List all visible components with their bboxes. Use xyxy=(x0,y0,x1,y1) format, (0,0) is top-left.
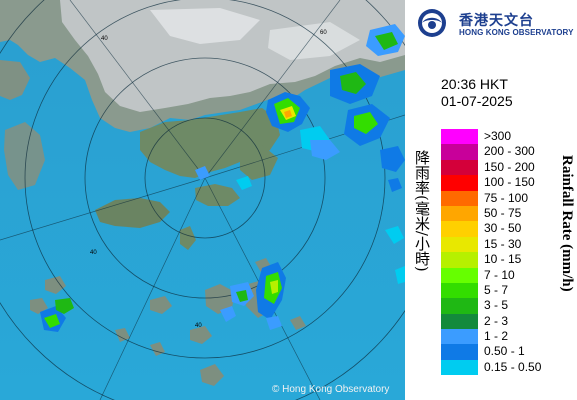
legend-swatch xyxy=(441,175,478,191)
observation-time: 20:36 HKT xyxy=(441,76,508,92)
legend-swatch xyxy=(441,359,478,376)
range-label: 60 xyxy=(320,30,327,36)
legend-swatch xyxy=(441,236,478,253)
legend-swatch xyxy=(441,129,478,145)
range-label: 40 xyxy=(90,250,97,256)
legend-panel: 香港天文台 HONG KONG OBSERVATORY 20:36 HKT 01… xyxy=(405,0,577,400)
legend-swatch xyxy=(441,221,478,237)
logo-name-cn: 香港天文台 xyxy=(459,13,534,29)
legend-item: 200 - 300 xyxy=(441,144,571,160)
legend-label: 75 - 100 xyxy=(484,190,529,205)
legend-item: 30 - 50 xyxy=(441,221,571,237)
legend-label: 5 - 7 xyxy=(484,282,509,297)
radar-map[interactable]: 40 60 40 40 xyxy=(0,0,405,400)
rainfall-legend: >300 200 - 300 150 - 200 100 - 150 75 - 100 5… xyxy=(441,129,571,376)
legend-label: 10 - 15 xyxy=(484,252,522,267)
legend-label: 2 - 3 xyxy=(484,313,509,328)
hko-logo[interactable]: 香港天文台 HONG KONG OBSERVATORY xyxy=(413,6,573,40)
legend-swatch xyxy=(441,267,478,283)
western-island xyxy=(4,122,45,190)
legend-swatch xyxy=(441,329,478,345)
legend-item: 100 - 150 xyxy=(441,175,571,191)
legend-swatch xyxy=(441,144,478,160)
lamma-island xyxy=(180,226,196,250)
legend-item: 2 - 3 xyxy=(441,313,571,330)
legend-label: 3 - 5 xyxy=(484,298,509,313)
legend-swatch xyxy=(441,282,478,299)
legend-label: 7 - 10 xyxy=(484,267,515,282)
legend-item: 150 - 200 xyxy=(441,159,571,176)
legend-label: 0.15 - 0.50 xyxy=(484,359,542,374)
legend-item: 15 - 30 xyxy=(441,236,571,253)
cloud-patch xyxy=(268,22,360,60)
cloud-patch xyxy=(150,8,260,44)
legend-item: 0.15 - 0.50 xyxy=(441,359,571,376)
legend-title-en: Rainfall Rate (mm/h) xyxy=(559,155,575,292)
range-rings xyxy=(0,0,405,400)
legend-label: 1 - 2 xyxy=(484,329,509,344)
legend-swatch xyxy=(441,205,478,222)
legend-label: 15 - 30 xyxy=(484,236,522,251)
legend-item: >300 xyxy=(441,129,571,145)
legend-title-cn: 降雨率(毫米/小時) xyxy=(413,150,431,272)
legend-swatch xyxy=(441,190,478,206)
legend-label: 200 - 300 xyxy=(484,144,535,159)
hong-kong-island xyxy=(195,184,240,206)
legend-label: 100 - 150 xyxy=(484,175,535,190)
legend-item: 75 - 100 xyxy=(441,190,571,206)
legend-label: 0.50 - 1 xyxy=(484,344,525,359)
western-land xyxy=(0,60,30,100)
legend-item: 1 - 2 xyxy=(441,329,571,345)
radar-map-canvas: 40 60 40 40 xyxy=(0,0,405,400)
legend-item: 10 - 15 xyxy=(441,252,571,268)
rain-echoes xyxy=(40,24,405,332)
legend-item: 7 - 10 xyxy=(441,267,571,283)
sai-kung xyxy=(240,145,278,180)
legend-swatch xyxy=(441,313,478,330)
logo-name-en: HONG KONG OBSERVATORY xyxy=(459,28,574,37)
range-label: 40 xyxy=(101,36,108,42)
legend-label: 30 - 50 xyxy=(484,221,522,236)
legend-label: >300 xyxy=(484,129,512,143)
legend-item: 3 - 5 xyxy=(441,298,571,314)
map-copyright: © Hong Kong Observatory xyxy=(272,384,390,395)
legend-swatch xyxy=(441,298,478,314)
legend-swatch xyxy=(441,344,478,360)
range-label: 40 xyxy=(195,323,202,329)
legend-swatch xyxy=(441,159,478,176)
hko-logo-icon xyxy=(418,9,446,37)
legend-item: 0.50 - 1 xyxy=(441,344,571,360)
legend-item: 50 - 75 xyxy=(441,205,571,222)
legend-item: 5 - 7 xyxy=(441,282,571,299)
legend-label: 50 - 75 xyxy=(484,205,522,220)
legend-label: 150 - 200 xyxy=(484,159,535,174)
observation-date: 01-07-2025 xyxy=(441,93,513,109)
legend-swatch xyxy=(441,252,478,268)
